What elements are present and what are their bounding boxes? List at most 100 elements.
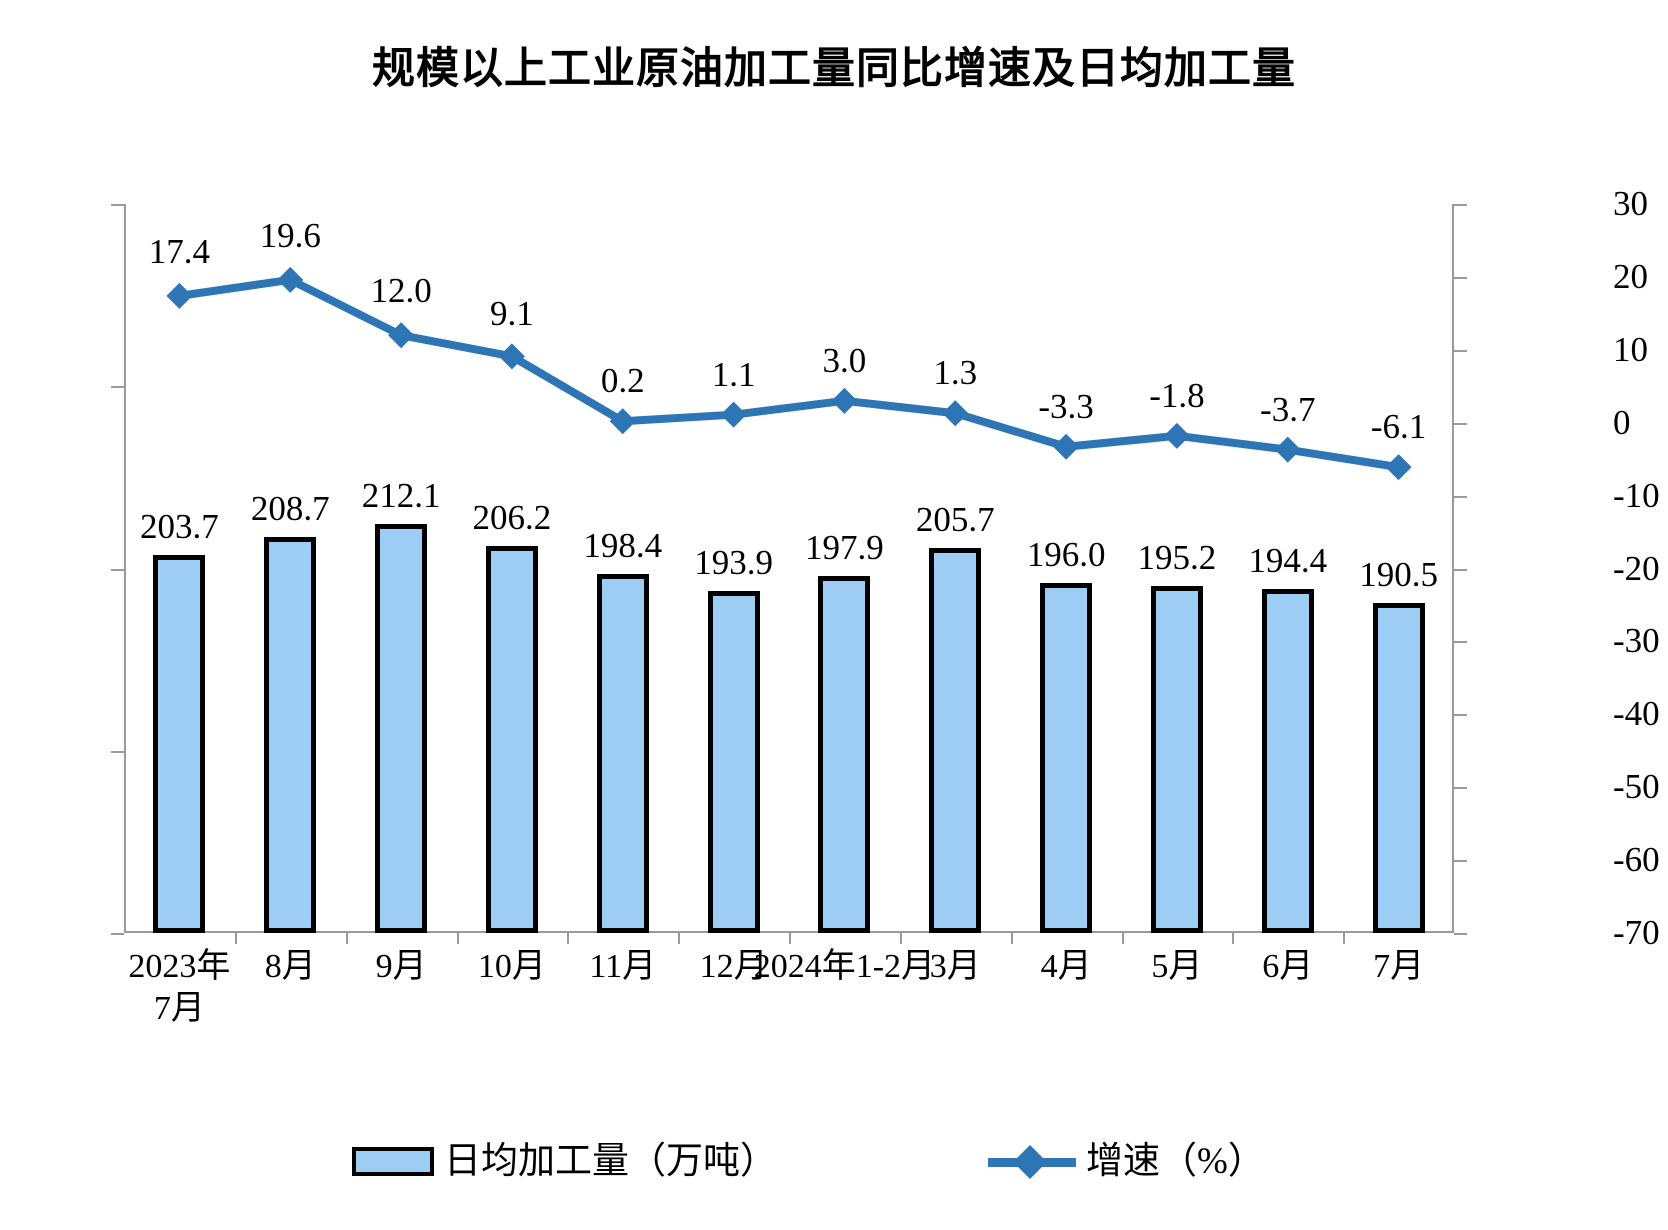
chart-title: 规模以上工业原油加工量同比增速及日均加工量 [372, 45, 1296, 93]
x-axis-label: 6月 [1178, 946, 1398, 988]
line-marker[interactable] [1053, 433, 1080, 460]
bar[interactable] [1150, 586, 1203, 933]
right-tick-label: -70 [1613, 913, 1660, 952]
plot-area: 300250200150100 3020100-10-20-30-40-50-6… [111, 186, 1660, 950]
x-axis-label-line: 3月 [929, 948, 981, 985]
x-axis-label: 11月 [513, 946, 733, 988]
right-tick [1454, 568, 1467, 571]
line-marker[interactable] [277, 266, 304, 293]
right-tick-label: -20 [1613, 548, 1660, 588]
line-marker[interactable] [498, 343, 525, 370]
line-marker[interactable] [388, 322, 415, 349]
bar-value-label: 205.7 [915, 499, 995, 539]
bar-value-label: 193.9 [694, 542, 773, 582]
legend-bar-label: 日均加工量（万吨） [444, 1141, 777, 1182]
right-tick [1454, 860, 1467, 863]
bar-value-label: 198.4 [583, 526, 663, 566]
bar-swatch-icon [352, 1147, 434, 1176]
line-marker[interactable] [1163, 422, 1190, 449]
line-marker[interactable] [831, 387, 858, 414]
x-axis-label: 3月 [845, 946, 1065, 988]
bar-value-label: 206.2 [472, 497, 552, 537]
bar[interactable] [818, 576, 871, 933]
x-axis-label-line: 8月 [264, 948, 316, 985]
bar-value-label: 203.7 [140, 507, 219, 546]
right-tick-label: 0 [1613, 402, 1631, 442]
x-axis-label: 9月 [291, 946, 511, 988]
x-tick [234, 933, 237, 944]
x-axis-label-line: 9月 [375, 948, 427, 985]
right-tick [1454, 641, 1467, 644]
plot-frame [124, 204, 1454, 933]
x-axis-label: 8月 [180, 946, 400, 988]
x-axis-label: 12月 [624, 946, 844, 988]
x-axis-label: 2023年 7月 [69, 946, 289, 1030]
legend-item-bar[interactable]: 日均加工量（万吨） [352, 1143, 777, 1180]
bar-value-label: 190.5 [1359, 555, 1438, 595]
bar[interactable] [375, 524, 428, 933]
x-tick [567, 933, 570, 944]
right-tick-label: -30 [1613, 621, 1660, 661]
right-tick [1454, 349, 1467, 352]
bar[interactable] [1040, 583, 1093, 933]
bar[interactable] [153, 555, 206, 933]
x-axis-label: 5月 [1067, 946, 1287, 988]
x-tick [1343, 933, 1346, 944]
x-axis-label-line: 12月 [699, 948, 768, 985]
right-tick-label: -60 [1613, 840, 1660, 880]
bar[interactable] [485, 545, 538, 933]
growth-line [178, 275, 1400, 472]
left-tick [111, 933, 124, 935]
line-value-label: -1.8 [1149, 375, 1205, 415]
left-tick [111, 568, 124, 571]
right-tick-label: 10 [1613, 329, 1648, 369]
line-value-label: 9.1 [490, 294, 534, 334]
x-axis-label-line: 2024年1-2月 [753, 948, 936, 985]
diamond-marker-icon [1013, 1144, 1047, 1179]
bar[interactable] [1372, 603, 1425, 933]
bar[interactable] [707, 590, 760, 933]
line-marker[interactable] [942, 400, 969, 427]
bar[interactable] [1261, 588, 1314, 933]
line-value-label: 3.0 [822, 340, 867, 380]
line-marker[interactable] [1274, 436, 1301, 463]
left-tick [111, 750, 124, 753]
bar-value-label: 196.0 [1026, 535, 1106, 575]
line-marker[interactable] [166, 282, 193, 309]
x-tick [1010, 933, 1013, 944]
line-value-label: -3.3 [1038, 386, 1094, 426]
line-value-label: 19.6 [259, 215, 321, 255]
x-tick [899, 933, 902, 944]
left-tick [111, 386, 124, 389]
x-axis-label-line: 11月 [589, 948, 657, 985]
legend-item-line[interactable]: 增速（%） [988, 1143, 1265, 1180]
line-value-label: -6.1 [1370, 407, 1427, 447]
bar-value-label: 195.2 [1137, 537, 1217, 577]
line-marker[interactable] [609, 408, 636, 435]
x-tick [678, 933, 681, 944]
line-marker[interactable] [720, 401, 747, 428]
bar[interactable] [264, 536, 317, 933]
bar-value-label: 208.7 [250, 488, 330, 528]
x-axis-label-line: 2023年 [128, 948, 231, 985]
bar-value-label: 194.4 [1248, 540, 1328, 580]
bar[interactable] [596, 574, 649, 933]
right-tick [1454, 787, 1467, 790]
right-tick-label: -10 [1613, 475, 1660, 515]
x-axis-label: 4月 [956, 946, 1176, 988]
line-value-label: 12.0 [370, 271, 432, 311]
bar[interactable] [929, 547, 982, 933]
x-axis-label: 7月 [1289, 946, 1509, 988]
left-tick [111, 204, 124, 206]
x-tick [456, 933, 459, 944]
right-tick [1454, 933, 1467, 935]
line-value-label: 1.3 [933, 353, 978, 393]
chart-legend: 日均加工量（万吨） 增速（%） [0, 1143, 1668, 1203]
line-value-label: 0.2 [600, 361, 645, 401]
line-value-label: 17.4 [148, 231, 211, 271]
line-marker[interactable] [1385, 454, 1412, 481]
right-tick-label: -40 [1613, 694, 1660, 734]
x-axis-label-line: 10月 [477, 948, 546, 985]
right-tick-label: 20 [1613, 256, 1648, 296]
